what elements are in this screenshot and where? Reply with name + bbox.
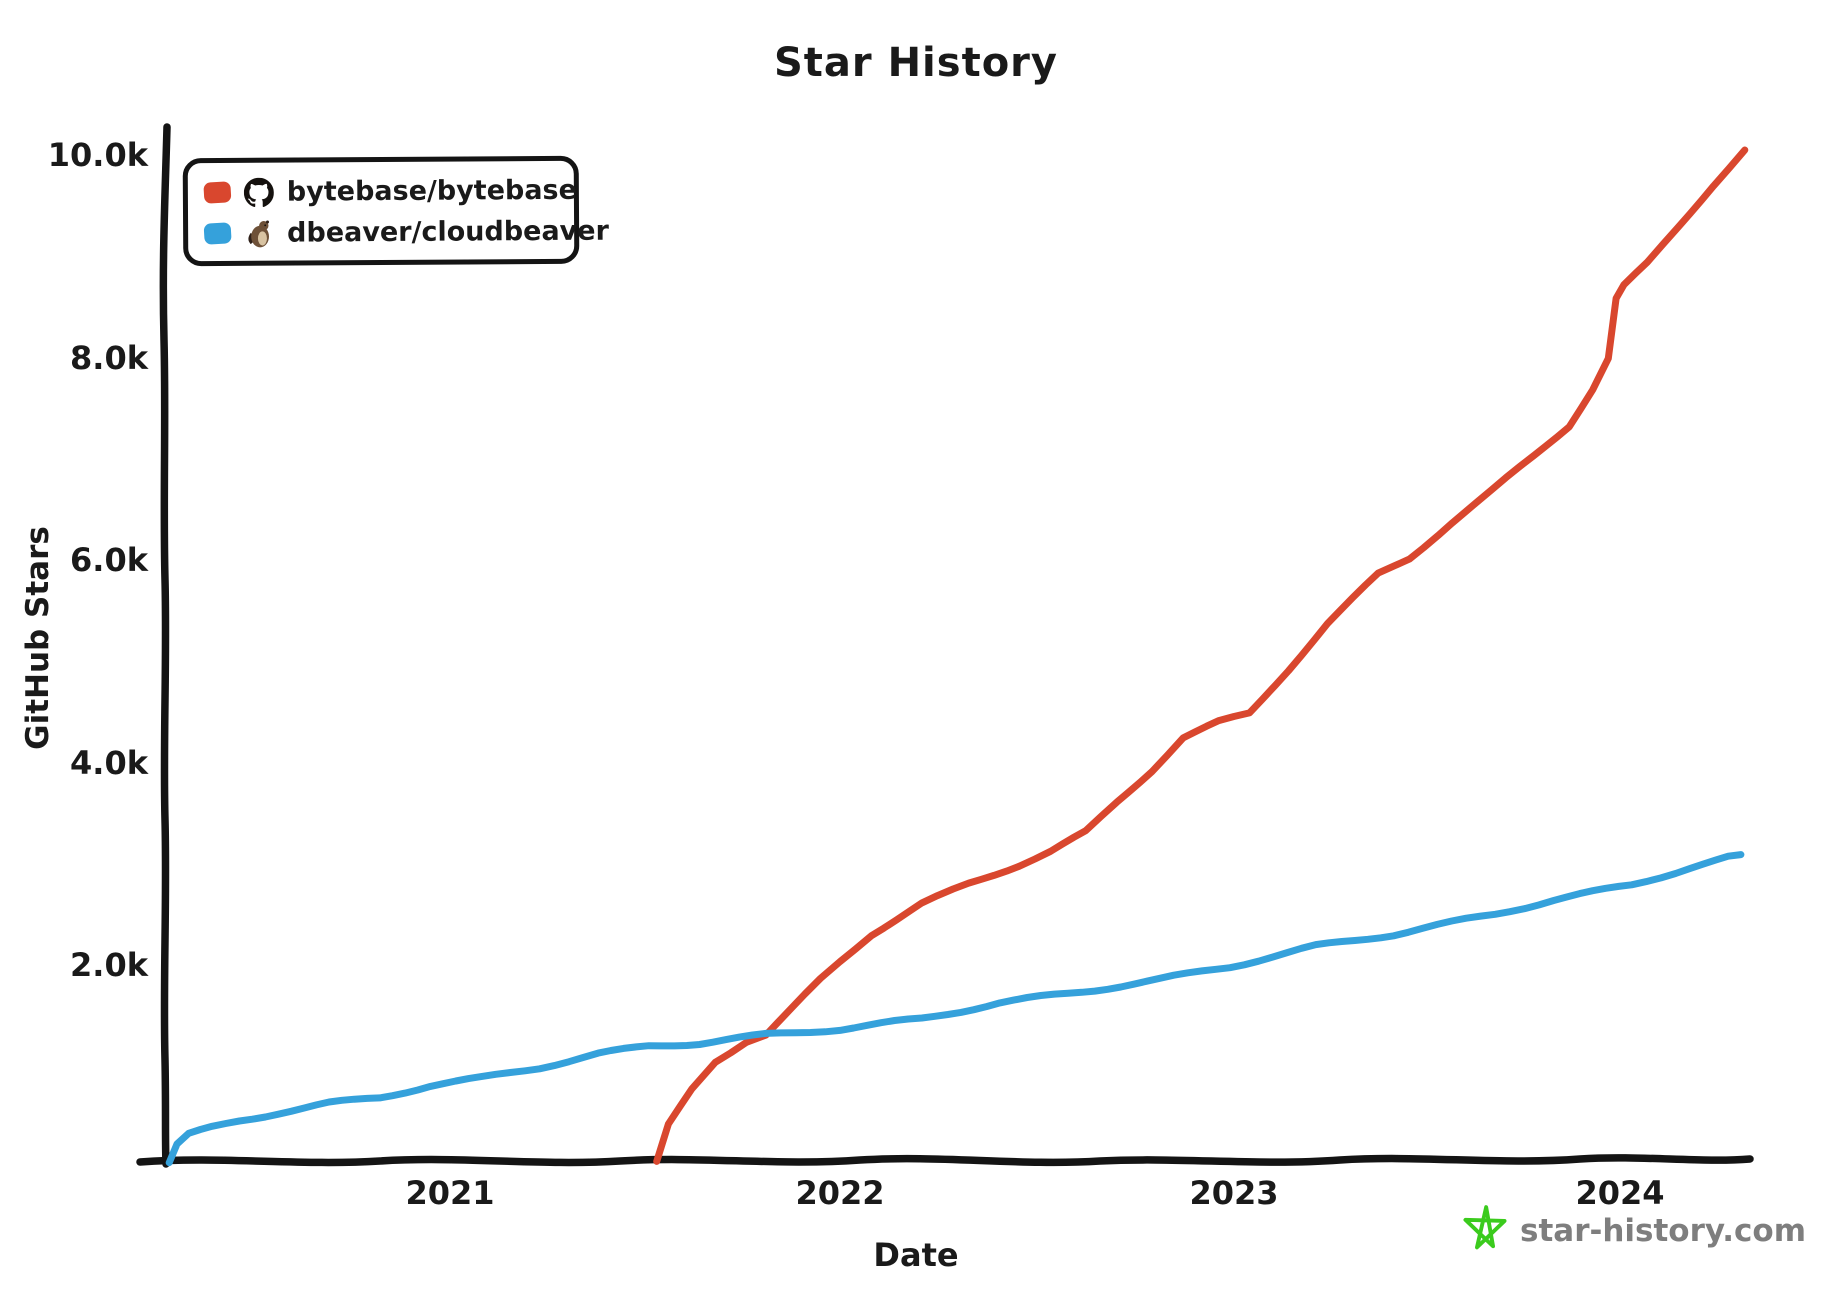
legend-item-cloudbeaver: dbeaver/cloudbeaver [203,216,609,249]
legend-item-bytebase: bytebase/bytebase [203,175,577,208]
github-icon [243,177,274,207]
x-axis-line [136,1154,1754,1167]
chart-title: Star History [774,40,1058,86]
legend-label-bytebase: bytebase/bytebase [286,174,577,208]
legend-box: bytebase/bytebase dbeaver/cloudbeaver [182,155,609,267]
x-tick-label: 2021 [405,1174,495,1212]
y-axis-line [159,123,171,1168]
cloudbeaver-line [165,851,1745,1167]
star-icon [1462,1204,1508,1258]
watermark-text: star-history.com [1520,1213,1807,1249]
bytebase-line [653,146,1749,1165]
x-tick-label: 2023 [1189,1174,1279,1212]
y-tick-label: 6.0k [70,541,148,579]
y-axis-title: GitHub Stars [20,526,56,750]
y-tick-label: 4.0k [70,744,148,782]
legend-label-cloudbeaver: dbeaver/cloudbeaver [287,215,609,249]
watermark: star-history.com [1462,1204,1806,1258]
y-tick-label: 10.0k [47,136,148,174]
y-tick-label: 8.0k [70,339,148,377]
beaver-icon [244,218,274,248]
cloudbeaver-series-marker [203,222,232,245]
x-axis-title: Date [873,1236,959,1274]
y-tick-label: 2.0k [70,946,148,984]
bytebase-series-marker [203,181,232,204]
x-tick-label: 2024 [1575,1174,1665,1212]
x-tick-label: 2022 [795,1174,885,1212]
